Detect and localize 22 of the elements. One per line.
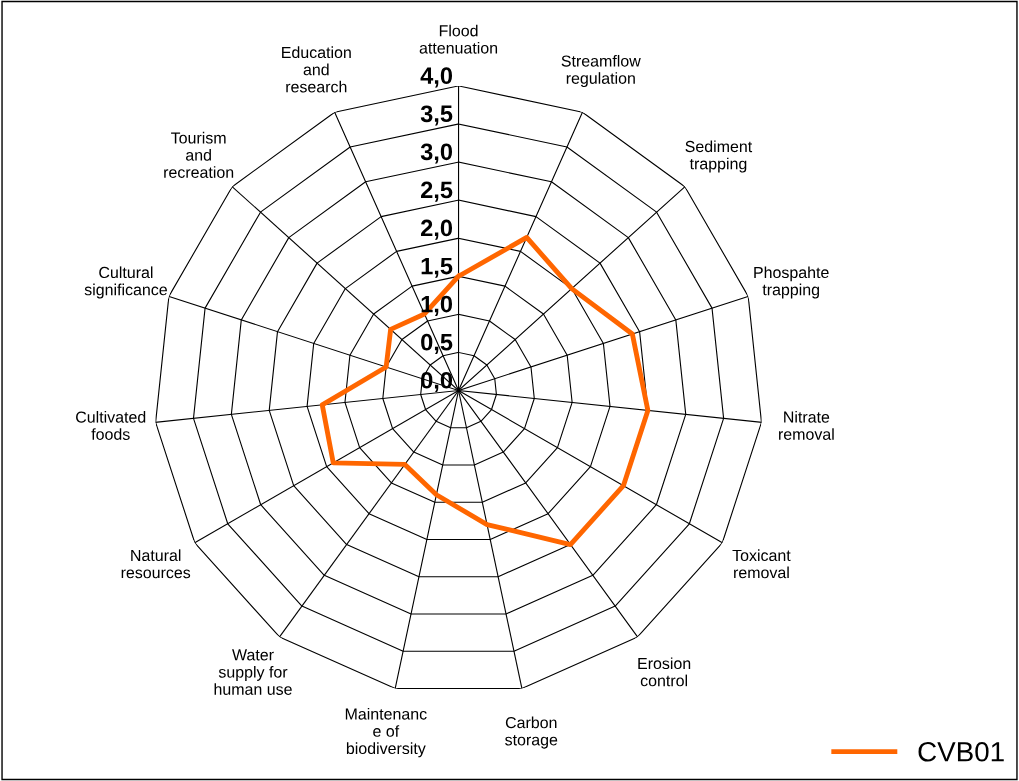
spoke-label: Streamflow regulation [561, 54, 641, 88]
y-tick-label: 3,5 [420, 105, 453, 126]
spoke-label: Cultural significance [84, 266, 167, 299]
spoke-label: Toxicant removal [732, 549, 791, 579]
y-tick-label: 1,5 [421, 257, 453, 278]
y-tick-label: 3,0 [420, 143, 453, 164]
spoke-label: Sediment trapping [685, 140, 753, 173]
spoke-label: Water supply for human use [214, 649, 292, 695]
spoke-label: Education and research [282, 46, 351, 93]
spoke-label: Erosion control [638, 657, 691, 687]
spoke-label: Tourism and recreation [164, 131, 234, 178]
spoke-label: Cultivated foods [76, 411, 146, 440]
y-tick-label: 4,0 [420, 67, 453, 88]
y-tick-label: 2,5 [420, 181, 453, 202]
spoke-label: Maintenanc e of biodiversity [345, 707, 427, 758]
legend-label: CVB01 [918, 741, 1004, 762]
spoke-label: Natural resources [121, 549, 191, 579]
spoke-label: Flood attenuation [419, 24, 498, 54]
spoke-label: Nitrate removal [779, 411, 834, 440]
spoke-label: Phospahte trapping [754, 266, 829, 299]
spoke-label: Carbon storage [505, 716, 558, 749]
y-tick-label: 2,0 [420, 219, 453, 240]
